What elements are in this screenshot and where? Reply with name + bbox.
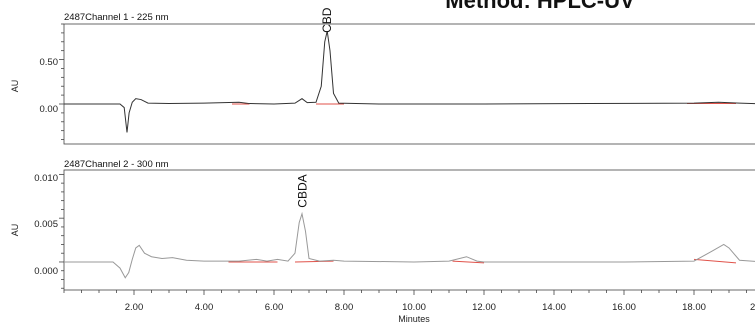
panel-channel-1: 2487Channel 1 - 225 nm AU 0.50 0.00 CBD — [10, 7, 755, 145]
integration-baseline — [294, 260, 334, 263]
panel-2-y-tick-label: 0.000 — [34, 266, 58, 277]
x-axis-title: Minutes — [398, 314, 430, 324]
peak-label-cbd: CBD — [320, 7, 334, 33]
panel-2-y-ticks — [59, 173, 64, 289]
x-tick-label: 18.00 — [682, 302, 706, 313]
x-tick-label: 2.00 — [125, 302, 144, 313]
panel-1-y-tick-label: 0.50 — [40, 57, 59, 68]
panel-1-trace — [64, 30, 755, 133]
panel-2-baselines — [228, 258, 737, 264]
panel-1-frame — [63, 23, 755, 145]
x-axis-tick-labels: 2.00 4.00 6.00 8.00 10.00 12.00 14.00 16… — [125, 302, 755, 313]
panel-1-y-tick-label: 0.00 — [40, 104, 59, 115]
integration-baseline — [693, 258, 737, 264]
peak-label-cbda: CBDA — [296, 174, 310, 207]
x-tick-label: 10.00 — [402, 302, 426, 313]
x-tick-label: 4.00 — [195, 302, 214, 313]
panel-2-title: 2487Channel 2 - 300 nm — [64, 159, 169, 170]
x-tick-label: 16.00 — [612, 302, 636, 313]
integration-baseline — [452, 260, 485, 264]
x-tick-label: 2 — [750, 302, 755, 313]
x-axis-ticks — [63, 290, 747, 295]
panel-2-y-axis-title: AU — [10, 224, 20, 237]
x-tick-label: 12.00 — [472, 302, 496, 313]
x-tick-label: 8.00 — [335, 302, 354, 313]
x-tick-label: 6.00 — [265, 302, 284, 313]
panel-1-title: 2487Channel 1 - 225 nm — [64, 12, 169, 23]
panel-1-y-ticks — [59, 23, 64, 140]
x-tick-label: 14.00 — [542, 302, 566, 313]
panel-2-y-tick-label: 0.005 — [34, 219, 58, 230]
panel-channel-2: 2487Channel 2 - 300 nm AU 0.010 0.005 0.… — [10, 159, 755, 291]
panel-2-y-tick-label: 0.010 — [34, 173, 58, 184]
panel-1-y-axis-title: AU — [10, 80, 20, 93]
panel-2-frame — [63, 169, 755, 291]
figure-title: Method: HPLC-UV — [445, 0, 635, 13]
panel-2-trace — [64, 211, 755, 279]
